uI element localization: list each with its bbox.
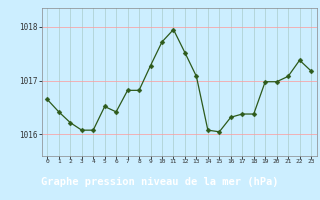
Text: Graphe pression niveau de la mer (hPa): Graphe pression niveau de la mer (hPa) xyxy=(41,177,279,187)
